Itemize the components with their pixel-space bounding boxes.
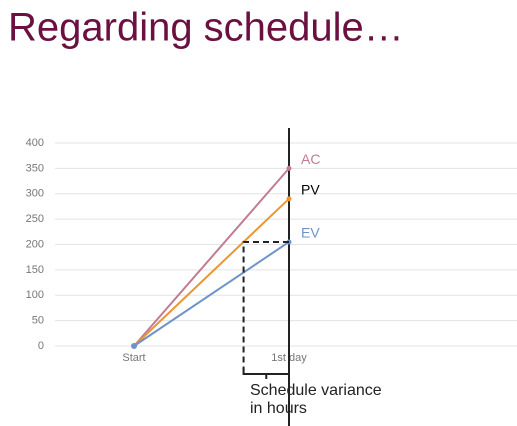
start-point: [131, 343, 137, 349]
y-tick-label: 50: [32, 315, 44, 327]
y-tick-label: 200: [26, 238, 44, 250]
y-tick-label: 250: [26, 213, 44, 225]
series-line: [133, 167, 290, 347]
series-line: [133, 241, 290, 347]
y-tick-label: 350: [26, 162, 44, 174]
y-tick-label: 400: [26, 137, 44, 149]
y-tick-label: 150: [26, 264, 44, 276]
y-tick-label: 0: [38, 340, 44, 352]
series-label: AC: [301, 151, 320, 167]
y-tick-label: 100: [26, 289, 44, 301]
annotation: Schedule variance: [250, 382, 382, 399]
end-point: [286, 165, 292, 171]
slide-title: Regarding schedule…: [8, 6, 404, 50]
annotation: in hours: [250, 400, 307, 417]
series-label: PV: [301, 182, 320, 198]
y-tick-label: 300: [26, 188, 44, 200]
series-label: EV: [301, 225, 320, 241]
series-line: [133, 198, 290, 347]
x-tick-label: Start: [122, 352, 145, 364]
variance-box: [242, 240, 289, 370]
variance-bracket: [242, 368, 290, 379]
end-point: [286, 196, 292, 202]
